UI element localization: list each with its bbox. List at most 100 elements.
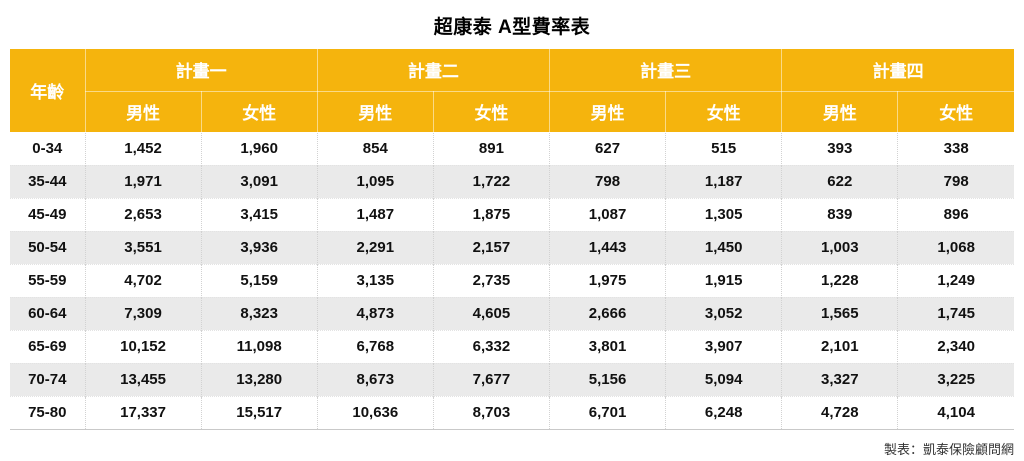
table-credit: 製表：凱泰保險顧問網 bbox=[883, 441, 1014, 457]
rate-cell: 1,452 bbox=[84, 132, 202, 165]
age-cell: 75-80 bbox=[10, 395, 85, 429]
age-cell: 45-49 bbox=[10, 197, 85, 231]
rate-cell: 1,915 bbox=[665, 263, 782, 297]
rate-cell: 5,094 bbox=[665, 362, 782, 396]
table-row: 60-64 7,309 8,323 4,873 4,605 2,666 3,052 1,565… bbox=[10, 296, 1014, 330]
plan2-header: 計畫二 bbox=[316, 49, 551, 92]
table-row: 55-59 4,702 5,159 3,135 2,735 1,975 1,915 1,228… bbox=[10, 263, 1014, 297]
rate-cell: 854 bbox=[316, 132, 434, 165]
rate-cell: 4,104 bbox=[897, 395, 1014, 429]
plan3-male-header: 男性 bbox=[548, 90, 667, 133]
rate-cell: 338 bbox=[897, 132, 1014, 165]
rate-cell: 5,156 bbox=[548, 362, 666, 396]
age-cell: 60-64 bbox=[10, 296, 85, 330]
rate-cell: 1,722 bbox=[432, 164, 550, 198]
rate-cell: 2,340 bbox=[897, 329, 1014, 363]
table-row: 75-80 17,337 15,517 10,636 8,703 6,701 6,248 4,… bbox=[10, 395, 1014, 429]
rate-cell: 4,873 bbox=[316, 296, 434, 330]
table-row: 65-69 10,152 11,098 6,768 6,332 3,801 3,907 2,1… bbox=[10, 329, 1014, 363]
rate-cell: 622 bbox=[781, 164, 898, 198]
rate-cell: 6,768 bbox=[316, 329, 434, 363]
rate-cell: 13,455 bbox=[84, 362, 202, 396]
rate-cell: 6,332 bbox=[432, 329, 550, 363]
rate-cell: 2,666 bbox=[548, 296, 666, 330]
rate-cell: 839 bbox=[781, 197, 898, 231]
rate-cell: 3,052 bbox=[665, 296, 782, 330]
plan1-male-header: 男性 bbox=[85, 90, 202, 133]
rate-cell: 798 bbox=[897, 164, 1014, 198]
rate-cell: 3,907 bbox=[665, 329, 782, 363]
table-row: 50-54 3,551 3,936 2,291 2,157 1,443 1,450 1,003… bbox=[10, 230, 1014, 264]
plan2-male-header: 男性 bbox=[316, 90, 434, 133]
plan-header-row: 年齡 計畫一 計畫二 計畫三 計畫四 bbox=[10, 49, 1014, 133]
rate-cell: 4,702 bbox=[84, 263, 202, 297]
rate-cell: 891 bbox=[432, 132, 550, 165]
age-cell: 0-34 bbox=[32, 140, 63, 157]
plan3-header: 計畫三 bbox=[548, 49, 783, 92]
rate-cell: 17,337 bbox=[84, 395, 202, 429]
age-cell: 70-74 bbox=[10, 362, 85, 396]
rate-cell: 515 bbox=[665, 132, 782, 165]
rate-cell: 1,095 bbox=[316, 164, 434, 198]
rate-cell: 4,728 bbox=[781, 395, 898, 429]
rate-cell: 8,703 bbox=[432, 395, 550, 429]
rate-cell: 8,673 bbox=[316, 362, 434, 396]
rate-cell: 1,443 bbox=[548, 230, 666, 264]
rate-cell: 3,936 bbox=[200, 230, 318, 264]
rate-cell: 7,309 bbox=[84, 296, 202, 330]
rate-cell: 896 bbox=[897, 197, 1014, 231]
rate-cell: 1,003 bbox=[781, 230, 898, 264]
rate-cell: 798 bbox=[548, 164, 666, 198]
rate-cell: 3,327 bbox=[781, 362, 898, 396]
plan4-female-header: 女性 bbox=[897, 90, 1014, 133]
rate-cell: 1,971 bbox=[84, 164, 202, 198]
rate-cell: 4,605 bbox=[432, 296, 550, 330]
rate-cell: 7,677 bbox=[432, 362, 550, 396]
plan4-header: 計畫四 bbox=[781, 49, 1014, 92]
table-row: 0-34 1,452 1,960 854 891 627 515 393 338 bbox=[10, 132, 1014, 165]
table-row: 45-49 2,653 3,415 1,487 1,875 1,087 1,305 839 89… bbox=[10, 197, 1014, 231]
rate-cell: 627 bbox=[548, 132, 666, 165]
rate-cell: 1,975 bbox=[548, 263, 666, 297]
rate-cell: 5,159 bbox=[200, 263, 318, 297]
plan1-header: 計畫一 bbox=[84, 49, 318, 92]
rate-cell: 1,487 bbox=[316, 197, 434, 231]
rate-cell: 13,280 bbox=[200, 362, 318, 396]
table-row: 35-44 1,971 3,091 1,095 1,722 798 1,187 622 798 bbox=[10, 164, 1014, 198]
rate-cell: 6,248 bbox=[665, 395, 782, 429]
rate-cell: 1,087 bbox=[548, 197, 666, 231]
age-column-header: 年齡 bbox=[10, 49, 86, 133]
gender-header-row: 男性 女性 男性 女性 男性 女性 男性 女性 bbox=[10, 90, 1014, 133]
rate-cell: 2,157 bbox=[432, 230, 550, 264]
age-cell: 55-59 bbox=[10, 263, 85, 297]
rate-cell: 1,228 bbox=[781, 263, 898, 297]
rate-cell: 10,636 bbox=[316, 395, 434, 429]
table-row: 70-74 13,455 13,280 8,673 7,677 5,156 5,094 3,3… bbox=[10, 362, 1014, 396]
plan4-male-header: 男性 bbox=[781, 90, 899, 133]
rate-cell: 3,091 bbox=[200, 164, 318, 198]
rate-cell: 2,735 bbox=[432, 263, 550, 297]
table-body: 0-34 1,452 1,960 854 891 627 515 393 338 35-44 1,9… bbox=[10, 132, 1014, 429]
age-cell: 65-69 bbox=[10, 329, 85, 363]
rate-cell: 3,801 bbox=[548, 329, 666, 363]
rate-cell: 6,701 bbox=[548, 395, 666, 429]
plan3-female-header: 女性 bbox=[665, 90, 783, 133]
rate-cell: 3,135 bbox=[316, 263, 434, 297]
rate-cell: 1,565 bbox=[781, 296, 898, 330]
rate-cell: 2,291 bbox=[316, 230, 434, 264]
rate-cell: 1,305 bbox=[665, 197, 782, 231]
page-title: 超康泰 A型費率表 bbox=[433, 17, 591, 38]
rate-cell: 2,101 bbox=[781, 329, 898, 363]
rate-cell: 3,415 bbox=[200, 197, 318, 231]
age-cell: 35-44 bbox=[10, 164, 85, 198]
rate-cell: 1,187 bbox=[665, 164, 782, 198]
rate-table: 年齡 計畫一 計畫二 計畫三 計畫四 男性 女性 男性 女性 男性 女性 男性 … bbox=[10, 49, 1014, 430]
rate-cell: 15,517 bbox=[200, 395, 318, 429]
rate-cell: 393 bbox=[781, 132, 898, 165]
rate-cell: 1,960 bbox=[200, 132, 318, 165]
rate-cell: 10,152 bbox=[84, 329, 202, 363]
rate-cell: 1,745 bbox=[897, 296, 1014, 330]
plan2-female-header: 女性 bbox=[432, 90, 551, 133]
age-cell: 50-54 bbox=[10, 230, 85, 264]
